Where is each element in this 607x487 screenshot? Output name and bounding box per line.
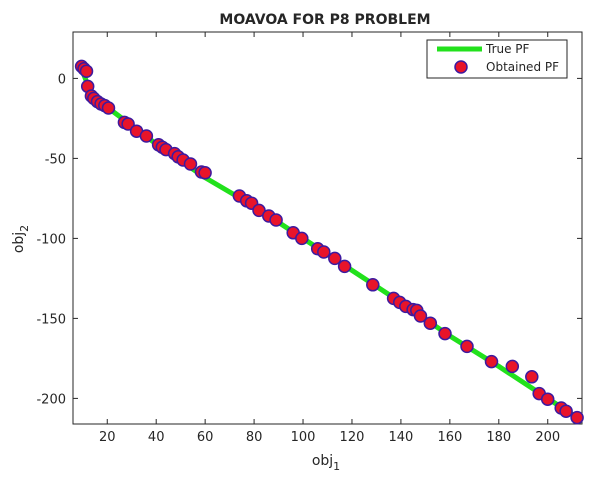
x-tick-label: 160 (437, 430, 462, 445)
obtained-pf-layer (74, 59, 584, 425)
x-tick-label: 180 (486, 430, 511, 445)
x-axis: 20 40 60 80 100 120 140 160 180 200 (99, 32, 560, 445)
legend-obtained-pf-label: Obtained PF (486, 60, 559, 74)
obtained-pf-point (337, 259, 352, 274)
y-axis-label: obj2 (11, 225, 31, 253)
x-axis-label-subscript: 1 (333, 460, 340, 473)
legend-true-pf-label: True PF (485, 42, 530, 56)
x-tick-label: 100 (291, 430, 316, 445)
legend-box (426, 39, 568, 79)
obtained-pf-point (328, 251, 342, 266)
y-tick-label: -200 (36, 392, 66, 407)
obtained-pf-point (570, 410, 584, 425)
obtained-pf-point (525, 370, 539, 384)
obtained-pf-point (252, 203, 266, 218)
x-tick-label: 140 (388, 430, 413, 445)
obtained-pf-point (269, 213, 283, 227)
y-axis: 0 -50 -100 -150 -200 (36, 72, 582, 407)
y-tick-label: 0 (58, 72, 66, 87)
x-tick-label: 120 (340, 430, 365, 445)
obtained-pf-point (366, 278, 380, 292)
obtained-pf-point (505, 359, 520, 374)
obtained-pf-point (423, 316, 438, 330)
obtained-pf-point (79, 64, 94, 78)
obtained-pf-point (198, 166, 212, 180)
obtained-pf-point (438, 326, 452, 341)
x-tick-label: 80 (246, 430, 263, 445)
x-tick-label: 60 (197, 430, 214, 445)
obtained-pf-point (139, 129, 154, 143)
obtained-pf-point (317, 245, 331, 259)
obtained-pf-point (121, 117, 135, 131)
obtained-pf-point (540, 392, 555, 406)
obtained-pf-point (413, 309, 428, 323)
obtained-pf-point (484, 354, 499, 369)
obtained-pf-point (295, 231, 309, 246)
plot-area (72, 31, 583, 425)
obtained-pf-point (101, 101, 116, 115)
obtained-pf-point (460, 339, 474, 354)
x-tick-label: 20 (99, 430, 116, 445)
y-tick-label: -150 (36, 312, 66, 327)
legend-obtained-pf-swatch (454, 60, 468, 74)
x-tick-label: 40 (148, 430, 165, 445)
x-axis-label: obj1 (312, 453, 340, 473)
chart-title: MOAVOA FOR P8 PROBLEM (219, 12, 430, 28)
obtained-pf-point (559, 404, 573, 418)
y-tick-label: -100 (36, 232, 66, 247)
legend: True PF Obtained PF (426, 39, 568, 79)
y-axis-label-subscript: 2 (18, 225, 31, 232)
obtained-pf-point (183, 157, 198, 171)
x-tick-label: 200 (535, 430, 560, 445)
axes-box (72, 31, 583, 425)
y-tick-label: -50 (45, 152, 66, 167)
